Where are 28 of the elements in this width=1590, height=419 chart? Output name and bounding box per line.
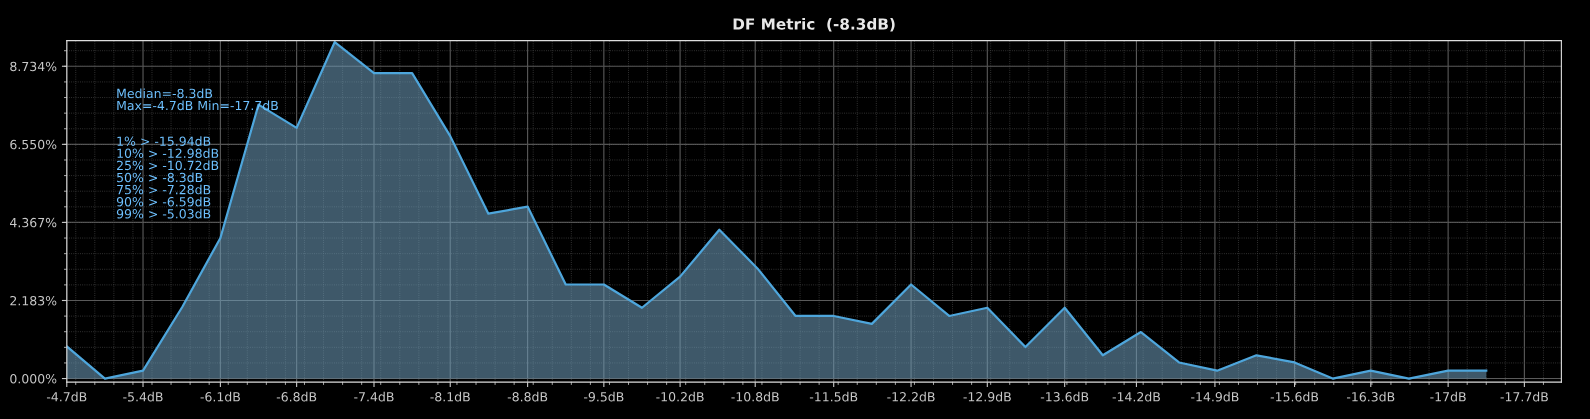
x-tick-label: -9.5dB bbox=[584, 391, 624, 402]
y-tick-label: 2.183% bbox=[10, 295, 57, 306]
x-tick-label: -6.1dB bbox=[200, 391, 240, 402]
x-tick-label: -4.7dB bbox=[46, 391, 87, 402]
x-tick-label: -10.2dB bbox=[656, 391, 704, 402]
y-tick-label: 0.000% bbox=[10, 374, 57, 384]
x-tick-label: -10.8dB bbox=[731, 391, 779, 402]
x-tick-label: -8.8dB bbox=[507, 391, 548, 402]
x-tick-label: -12.2dB bbox=[887, 391, 935, 402]
x-tick-label: -13.6dB bbox=[1040, 391, 1089, 402]
x-tick-label: -12.9dB bbox=[963, 391, 1011, 402]
annotation: 1% > -15.94dB 10% > -12.98dB 25% > -10.72dB 50% > -8.3dB 75% > -7.28dB 90% > -6.59dB 99% > -5.03dB bbox=[116, 136, 219, 219]
chart-title: DF Metric (-8.3dB) bbox=[733, 17, 895, 32]
x-tick-label: -15.6dB bbox=[1270, 391, 1319, 402]
x-tick-label: -17.7dB bbox=[1500, 391, 1548, 402]
annotation: Median=-8.3dB Max=-4.7dB Min=-17.7dB bbox=[117, 88, 278, 111]
x-tick-label: -16.3dB bbox=[1346, 391, 1395, 402]
y-tick-label: 4.367% bbox=[10, 217, 57, 228]
x-tick-label: -17dB bbox=[1430, 391, 1466, 402]
x-tick-label: -11.5dB bbox=[809, 391, 858, 402]
x-tick-label: -14.2dB bbox=[1112, 391, 1160, 402]
y-tick-label: 8.734% bbox=[10, 61, 57, 72]
x-tick-label: -7.4dB bbox=[354, 391, 394, 402]
x-tick-label: -8.1dB bbox=[430, 391, 470, 402]
x-tick-label: -14.9dB bbox=[1191, 391, 1239, 402]
x-tick-label: -5.4dB bbox=[123, 391, 163, 402]
x-tick-label: -6.8dB bbox=[276, 391, 317, 402]
y-tick-label: 6.550% bbox=[10, 139, 57, 150]
